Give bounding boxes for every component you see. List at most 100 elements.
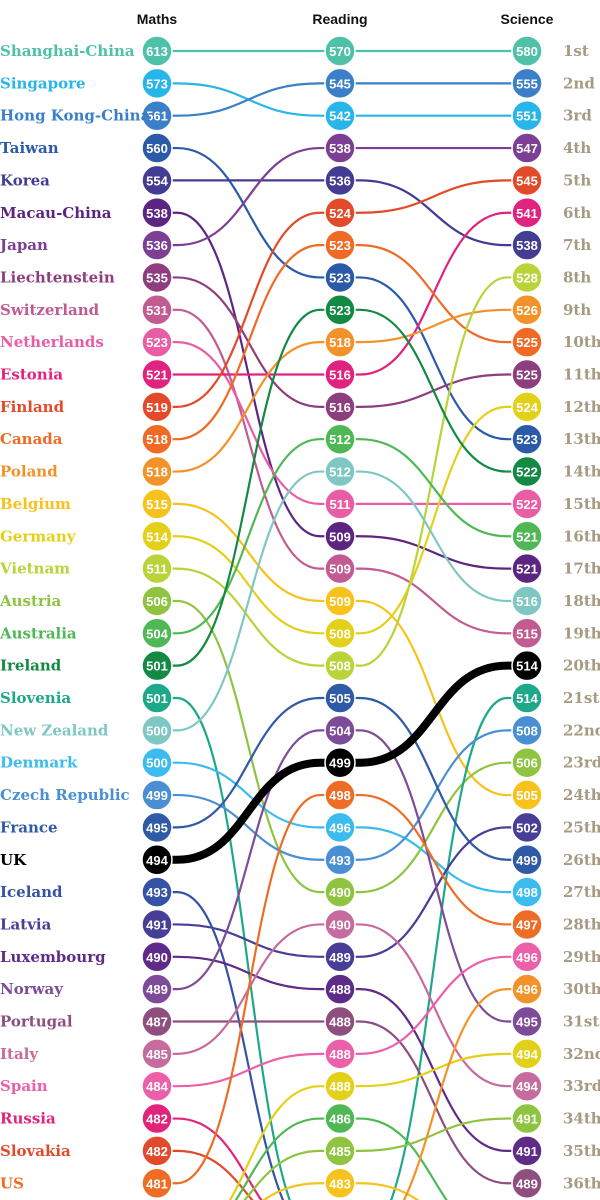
maths-poland-value: 518 xyxy=(146,465,168,480)
maths-spain: 484 xyxy=(141,1070,173,1102)
line-australia-maths-reading xyxy=(157,438,340,635)
uk-highlight-line xyxy=(157,661,527,864)
maths-estonia: 521 xyxy=(141,358,173,391)
rank-label-23: 23rd xyxy=(563,754,600,772)
maths-germany: 514 xyxy=(141,520,173,552)
science-singapore-value: 551 xyxy=(516,109,538,124)
reading-finland-circle xyxy=(324,197,356,229)
line-sweden-reading-science xyxy=(340,1182,420,1200)
rank-label-2: 2nd xyxy=(563,74,595,92)
rank-label-29: 29th xyxy=(563,948,600,966)
maths-taiwan-value: 560 xyxy=(146,141,168,156)
reading-luxembourg-value: 488 xyxy=(329,982,351,997)
line-canada-reading-science xyxy=(340,244,527,344)
science-france-value: 499 xyxy=(516,853,538,868)
maths-czech-republic-value: 499 xyxy=(146,788,168,803)
science-liechtenstein: 525 xyxy=(511,358,543,391)
science-italy: 494 xyxy=(511,1070,543,1102)
science-estonia-circle xyxy=(511,197,543,229)
maths-japan-value: 536 xyxy=(146,238,168,253)
reading-denmark-circle xyxy=(324,811,356,844)
reading-norway-circle xyxy=(324,714,356,747)
reading-germany-value: 508 xyxy=(329,626,351,641)
rank-label-27: 27th xyxy=(563,883,600,901)
maths-new-zealand-value: 500 xyxy=(146,723,168,738)
reading-hungary: 488 xyxy=(324,1070,356,1102)
maths-luxembourg: 490 xyxy=(141,941,173,973)
reading-czech-republic-circle xyxy=(324,844,356,876)
maths-finland-circle xyxy=(141,391,173,423)
reading-switzerland: 509 xyxy=(324,552,356,585)
reading-netherlands: 511 xyxy=(324,488,356,520)
maths-poland-circle xyxy=(141,455,173,488)
reading-liechtenstein: 516 xyxy=(324,391,356,423)
line-austria-reading-science xyxy=(340,761,527,894)
science-lithuania-value: 496 xyxy=(516,982,538,997)
rank-label-13: 13th xyxy=(563,430,600,448)
rank-label-26: 26th xyxy=(563,851,600,869)
country-label-latvia: Latvia xyxy=(0,915,52,933)
reading-uk-circle xyxy=(324,746,356,779)
reading-japan: 538 xyxy=(324,132,356,164)
line-switzerland-reading-science xyxy=(340,567,527,635)
maths-new-zealand: 500 xyxy=(141,714,173,747)
reading-netherlands-value: 511 xyxy=(330,497,351,512)
maths-czech-republic-circle xyxy=(141,779,173,811)
reading-israel-value: 486 xyxy=(329,1112,351,1127)
science-france: 499 xyxy=(511,844,543,876)
line-luxembourg-maths-reading xyxy=(157,955,340,991)
line-croatia-reading-science xyxy=(340,1117,527,1152)
reading-shanghai-china-circle xyxy=(324,35,356,67)
reading-vietnam-circle xyxy=(324,649,356,682)
science-croatia: 491 xyxy=(511,1102,543,1135)
maths-slovenia-value: 501 xyxy=(146,691,168,706)
science-vietnam: 528 xyxy=(511,261,543,294)
science-vietnam-value: 528 xyxy=(516,270,538,285)
science-norway-circle xyxy=(511,1005,543,1038)
line-norway-maths-reading xyxy=(157,729,340,991)
country-label-france: France xyxy=(0,818,58,836)
reading-estonia-value: 516 xyxy=(329,368,351,383)
science-australia-circle xyxy=(511,520,543,552)
line-ireland-reading-science xyxy=(340,308,527,473)
science-slovenia-circle xyxy=(511,682,543,714)
reading-macau-china: 509 xyxy=(324,520,356,552)
country-label-japan: Japan xyxy=(0,236,48,254)
science-czech-republic-circle xyxy=(511,714,543,747)
science-denmark-value: 498 xyxy=(516,885,538,900)
maths-netherlands-value: 523 xyxy=(146,335,168,350)
reading-belgium: 509 xyxy=(324,585,356,617)
rank-label-16: 16th xyxy=(563,527,600,545)
rank-label-35: 35th xyxy=(563,1142,600,1160)
maths-shanghai-china: 613 xyxy=(141,35,173,67)
science-new-zealand-value: 516 xyxy=(516,594,538,609)
science-hungary-circle xyxy=(511,1038,543,1070)
science-netherlands-value: 522 xyxy=(516,497,538,512)
science-switzerland-circle xyxy=(511,617,543,650)
country-label-slovenia: Slovenia xyxy=(0,689,71,707)
maths-latvia-value: 491 xyxy=(146,917,168,932)
reading-japan-circle xyxy=(324,132,356,164)
reading-italy-value: 490 xyxy=(329,917,351,932)
reading-australia: 512 xyxy=(324,423,356,455)
reading-australia-circle xyxy=(324,423,356,455)
line-belgium-reading-science xyxy=(340,599,527,797)
maths-italy-value: 485 xyxy=(146,1047,168,1062)
reading-croatia-value: 485 xyxy=(329,1144,351,1159)
maths-finland: 519 xyxy=(141,391,173,423)
science-lithuania: 496 xyxy=(511,973,543,1005)
reading-hong-kong-china-circle xyxy=(324,67,356,100)
maths-switzerland-value: 531 xyxy=(146,303,168,318)
science-macau-china: 521 xyxy=(511,552,543,585)
science-austria: 506 xyxy=(511,746,543,779)
rank-label-25: 25th xyxy=(563,818,600,836)
maths-portugal: 487 xyxy=(141,1005,173,1038)
line-netherlands-maths-reading xyxy=(157,341,340,505)
rank-label-34: 34th xyxy=(563,1110,600,1128)
rank-label-8: 8th xyxy=(563,268,591,286)
reading-latvia-value: 489 xyxy=(329,950,351,965)
science-spain-value: 496 xyxy=(516,950,538,965)
country-label-slovakia: Slovakia xyxy=(0,1142,71,1160)
science-czech-republic: 508 xyxy=(511,714,543,747)
